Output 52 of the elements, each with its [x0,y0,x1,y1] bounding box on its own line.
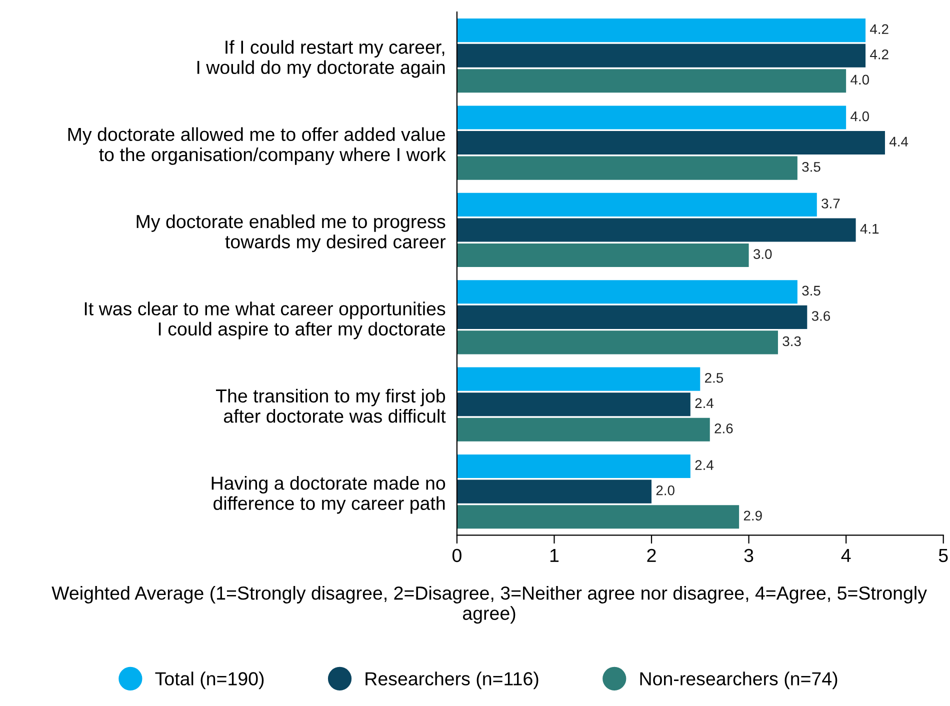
bar [456,44,866,68]
x-tick-label: 4 [841,549,851,562]
data-label: 3.6 [812,311,830,321]
data-label: 3.0 [753,249,772,259]
data-label: 4.4 [889,136,908,146]
data-label: 4.0 [850,111,869,122]
bar [456,69,846,93]
y-tick-label: The transition to my first job after doctorate was difficult [216,388,446,423]
data-label: 2.4 [695,398,714,408]
y-tick-label: It was clear to me what career opportunities I could aspire to after my doctorate [84,302,446,340]
bar [456,367,700,391]
data-label: 2.0 [656,485,674,496]
data-label: 3.3 [782,336,801,346]
data-label: 3.5 [802,286,820,296]
legend-label: Non-researchers (n=74) [640,672,838,690]
bar [456,305,808,329]
bar [456,243,749,268]
data-label: 3.7 [822,198,840,208]
data-label: 4.1 [860,224,879,234]
bar [456,480,652,504]
y-tick-label: If I could restart my career, I would do my doctorate again [197,40,445,78]
y-tick-label: My doctorate enabled me to progress towards my desired career [136,214,446,252]
legend-label: Total (n=190) [155,672,264,690]
x-tick-label: 1 [550,549,559,562]
bar [456,156,798,180]
data-label: 4.2 [870,24,888,34]
bar [456,280,798,304]
x-tick-label: 3 [744,548,754,562]
data-label: 4.2 [870,49,888,60]
x-tick-label: 2 [647,548,656,562]
data-label: 3.5 [802,162,820,172]
bar [456,106,846,130]
y-tick-label: My doctorate allowed me to offer added value to the organisation/company where I work [68,127,446,165]
x-tick-label: 0 [452,548,462,562]
data-label: 2.9 [744,510,762,521]
data-label: 2.6 [714,424,733,434]
bar [456,418,710,442]
bar [456,392,690,416]
legend-label: Researchers (n=116) [366,672,538,690]
x-tick-label: 5 [938,549,948,562]
bar [456,18,866,42]
x-axis-title: Weighted Average (1=Strongly disagree, 2=Disagree, 3=Neither agree nor disagree, 4=Agree, 5=Strongly agree) [52,586,927,624]
bar [456,131,885,155]
y-tick-label: Having a doctorate made no difference to my career path [212,476,446,514]
data-label: 2.5 [705,372,724,383]
data-label: 2.4 [695,460,714,470]
bar [456,218,856,242]
bar [456,330,778,354]
data-label: 4.0 [850,74,869,85]
bar [456,505,740,529]
bar [456,192,817,216]
bar [456,454,690,478]
